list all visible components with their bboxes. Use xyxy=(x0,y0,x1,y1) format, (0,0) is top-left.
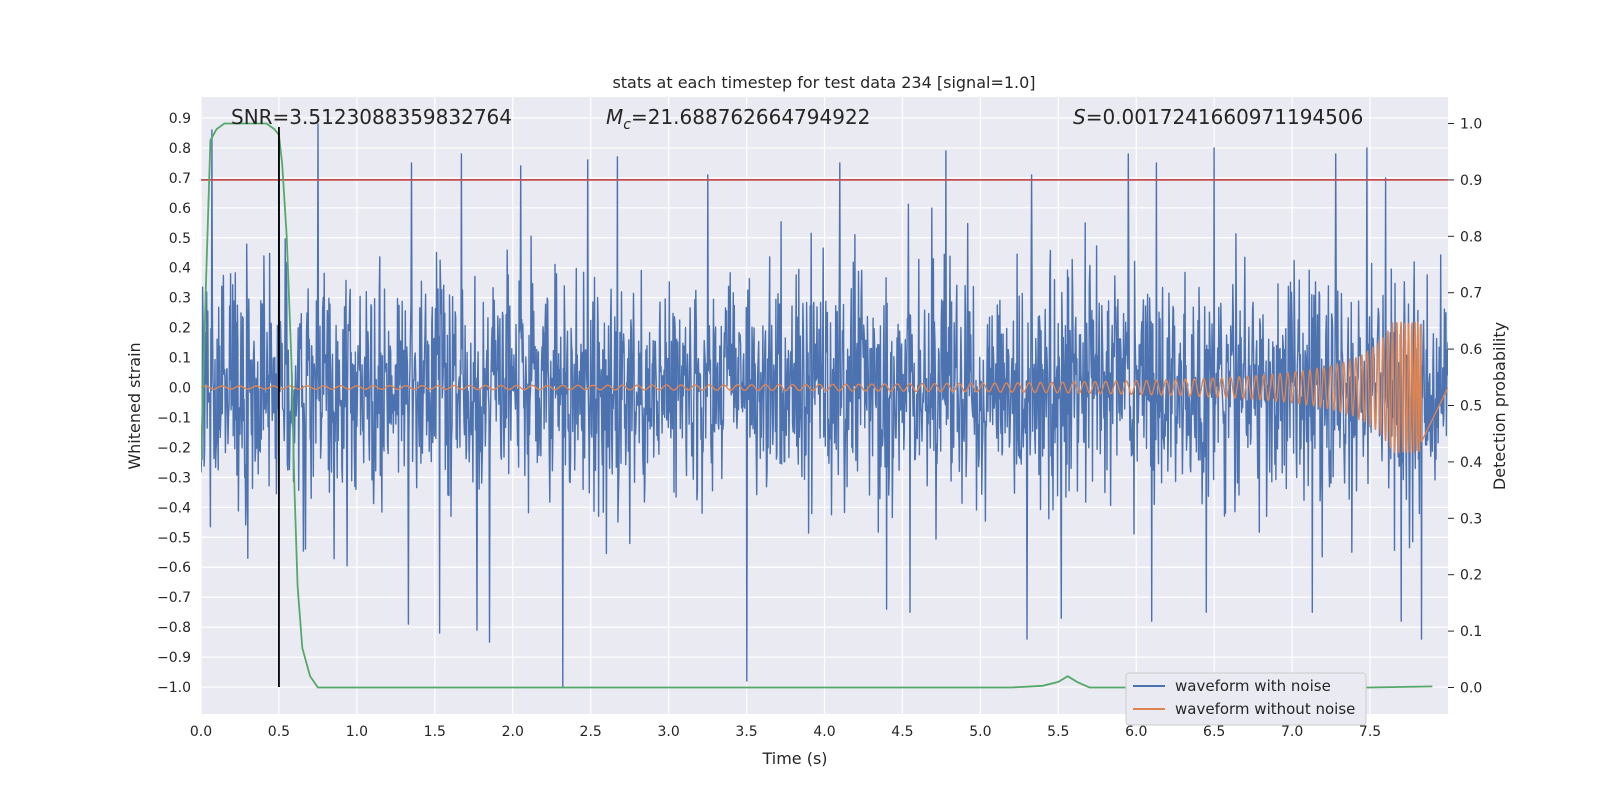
y-tick-label: 0.9 xyxy=(169,111,191,127)
x-tick-label: 2.5 xyxy=(580,724,602,740)
y2-tick-label: 0.3 xyxy=(1460,511,1482,527)
y-tick-label: 0.6 xyxy=(169,201,191,217)
y-tick-label: −0.8 xyxy=(157,620,191,636)
y-tick-label: −0.4 xyxy=(157,500,191,516)
y-tick-label: −0.3 xyxy=(157,470,191,486)
x-tick-label: 0.0 xyxy=(190,724,212,740)
s-annotation: S=0.0017241660971194506 xyxy=(1073,105,1363,129)
y2-tick-label: 0.7 xyxy=(1460,286,1482,302)
x-tick-label: 0.5 xyxy=(268,724,290,740)
y-tick-label: −0.2 xyxy=(157,440,191,456)
x-tick-label: 3.0 xyxy=(657,724,679,740)
y-tick-label: 0.8 xyxy=(169,141,191,157)
y2-tick-label: 0.1 xyxy=(1460,624,1482,640)
x-tick-label: 2.0 xyxy=(502,724,524,740)
y-axis-label: Whitened strain xyxy=(125,342,144,469)
chart-title: stats at each timestep for test data 234… xyxy=(612,73,1035,92)
y2-tick-label: 1.0 xyxy=(1460,117,1482,133)
probability-line xyxy=(201,122,1433,689)
y-tick-label: 0.3 xyxy=(169,291,191,307)
mc-subscript: c xyxy=(623,117,631,133)
legend-label-clean: waveform without noise xyxy=(1175,700,1355,718)
mc-symbol: M xyxy=(606,105,623,129)
y-tick-label: −0.7 xyxy=(157,590,191,606)
y-tick-label: 0.2 xyxy=(169,321,191,337)
y2-tick-label: 0.0 xyxy=(1460,680,1482,696)
y-tick-label: −0.5 xyxy=(157,530,191,546)
y-tick-label: −0.1 xyxy=(157,410,191,426)
x-tick-label: 7.5 xyxy=(1359,724,1381,740)
y2-tick-label: 0.6 xyxy=(1460,342,1482,358)
y2-tick-label: 0.4 xyxy=(1460,455,1482,471)
y-tick-label: 0.1 xyxy=(169,351,191,367)
y-tick-label: −0.6 xyxy=(157,560,191,576)
legend-box xyxy=(1125,672,1367,726)
y-tick-label: 0.4 xyxy=(169,261,191,277)
noise-series xyxy=(201,123,1448,688)
y2-tick-label: 0.9 xyxy=(1460,173,1482,189)
probability-series xyxy=(201,122,1448,689)
y2-tick-label: 0.8 xyxy=(1460,229,1482,245)
plot-content xyxy=(201,122,1448,689)
y-tick-label: −1.0 xyxy=(157,680,191,696)
x-tick-label: 5.0 xyxy=(969,724,991,740)
y-tick-label: −0.9 xyxy=(157,650,191,666)
x-tick-label: 3.5 xyxy=(735,724,757,740)
mc-value: =21.688762664794922 xyxy=(631,105,870,129)
y2-axis-ticks: 1.0 0.9 0.8 0.7 0.6 0.5 0.4 0.3 0.2 0.1 0.0 xyxy=(1448,117,1482,696)
snr-annotation: SNR=3.5123088359832764 xyxy=(231,105,512,129)
y2-tick-label: 0.5 xyxy=(1460,399,1482,415)
x-tick-label: 1.5 xyxy=(424,724,446,740)
noise-waveform-line xyxy=(201,123,1448,688)
s-symbol: S xyxy=(1073,105,1086,129)
x-tick-label: 4.5 xyxy=(891,724,913,740)
clean-series xyxy=(201,321,1448,454)
y-axis-ticks: 0.9 0.8 0.7 0.6 0.5 0.4 0.3 0.2 0.1 0.0 −0.1 −0.2 −0… xyxy=(157,111,191,696)
x-tick-label: 6.5 xyxy=(1203,724,1225,740)
clean-waveform-line xyxy=(201,321,1448,454)
mc-annotation: Mc=21.688762664794922 xyxy=(606,105,870,133)
s-value: =0.0017241660971194506 xyxy=(1086,105,1364,129)
y-tick-label: 0.7 xyxy=(169,171,191,187)
x-axis-ticks: 0.0 0.5 1.0 1.5 2.0 2.5 3.0 3.5 4.0 4.5 5.0 5.5 6.0 6… xyxy=(190,724,1381,740)
x-tick-label: 6.0 xyxy=(1125,724,1147,740)
legend-label-noise: waveform with noise xyxy=(1175,677,1331,695)
x-axis-label: Time (s) xyxy=(761,749,827,768)
x-tick-label: 4.0 xyxy=(813,724,835,740)
y2-axis-label: Detection probability xyxy=(1490,322,1509,490)
y-tick-label: 0.5 xyxy=(169,231,191,247)
x-tick-label: 7.0 xyxy=(1281,724,1303,740)
y2-tick-label: 0.2 xyxy=(1460,568,1482,584)
x-tick-label: 5.5 xyxy=(1047,724,1069,740)
y-tick-label: 0.0 xyxy=(169,381,191,397)
x-tick-label: 1.0 xyxy=(346,724,368,740)
legend: waveform with noise waveform without noi… xyxy=(1125,672,1367,726)
